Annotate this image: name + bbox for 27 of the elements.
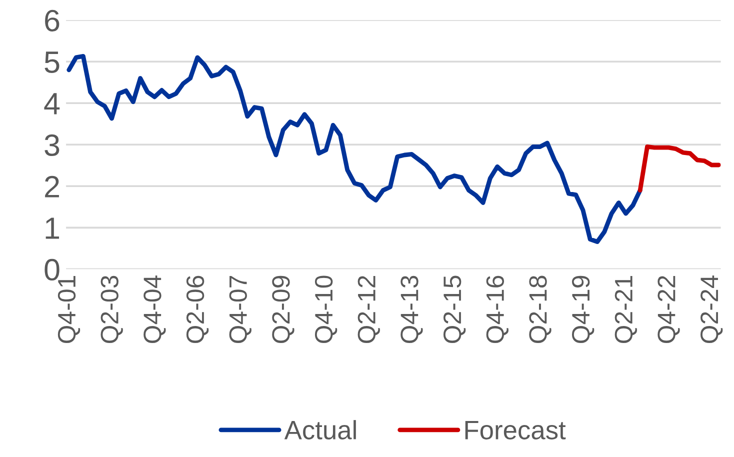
- x-tick-label: Q4-13: [400, 276, 423, 344]
- line-series: [66, 54, 642, 244]
- x-tick-label: Q2-24: [700, 275, 723, 344]
- x-tick-label: Q4-01: [58, 276, 80, 344]
- x-tick-label: Q2-18: [529, 276, 552, 344]
- x-tick-label: Q4-16: [486, 276, 508, 344]
- legend-label: Forecast: [465, 421, 566, 440]
- y-tick-label: 5: [44, 52, 60, 73]
- x-tick-label: Q2-12: [358, 276, 380, 344]
- x-tick-label: Q2-21: [614, 276, 638, 344]
- x-tick-label: Q2-03: [100, 276, 123, 344]
- x-tick-label: Q4-22: [658, 276, 680, 344]
- y-tick-label: 0: [44, 258, 60, 281]
- y-tick-label: 4: [44, 93, 60, 114]
- x-tick-label: Q4-04: [144, 275, 166, 344]
- legend-label: Actual: [284, 420, 356, 440]
- y-tick-label: 6: [45, 10, 60, 32]
- y-tick-label: 2: [45, 176, 59, 198]
- x-tick-label: Q4-19: [572, 276, 594, 344]
- x-tick-label: Q2-06: [186, 276, 209, 344]
- y-tick-label: 1: [46, 218, 60, 239]
- x-tick-label: Q2-15: [443, 276, 466, 344]
- x-tick-label: Q4-07: [229, 276, 252, 344]
- x-tick-label: Q2-09: [272, 276, 294, 344]
- x-tick-label: Q4-10: [314, 276, 338, 344]
- y-tick-label: 3: [44, 134, 60, 156]
- line-series: [638, 144, 721, 193]
